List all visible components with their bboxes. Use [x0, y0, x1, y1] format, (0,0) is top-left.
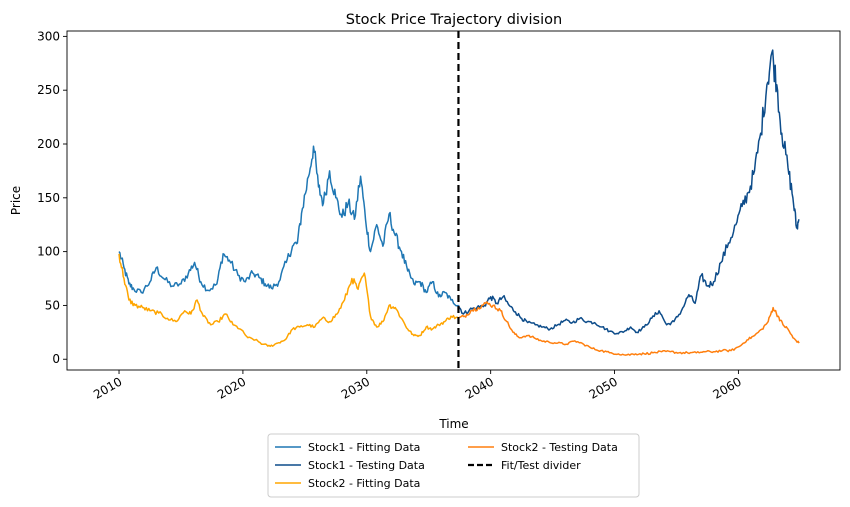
y-tick-label: 200 [37, 137, 60, 151]
plot-frame [66, 30, 841, 371]
y-axis-label: Price [9, 186, 23, 215]
series-line-3 [118, 253, 459, 348]
legend-label: Stock1 - Fitting Data [308, 441, 420, 454]
series-line-4 [457, 301, 800, 356]
x-tick-label: 2020 [215, 374, 248, 401]
y-tick-label: 0 [52, 352, 60, 366]
y-tick-label: 100 [37, 245, 60, 259]
legend: Stock1 - Fitting Data Stock1 - Testing Da… [267, 433, 640, 498]
series-line-2 [457, 49, 800, 335]
legend-label: Stock1 - Testing Data [308, 459, 425, 472]
y-tick-label: 250 [37, 83, 60, 97]
y-axis: 0 50 100 150 200 250 300 [37, 29, 67, 366]
chart-title: Stock Price Trajectory division [346, 12, 562, 28]
x-tick-label: 2030 [339, 374, 372, 401]
legend-box [267, 433, 640, 498]
legend-label: Stock2 - Fitting Data [308, 477, 420, 490]
x-tick-label: 2050 [587, 374, 620, 401]
x-axis: 2010 2020 2030 2040 2050 2060 [91, 370, 744, 402]
y-tick-label: 50 [45, 298, 60, 312]
x-tick-label: 2060 [710, 374, 743, 401]
legend-label: Fit/Test divider [501, 459, 581, 472]
x-tick-label: 2010 [91, 374, 124, 401]
legend-label: Stock2 - Testing Data [501, 441, 618, 454]
y-tick-label: 300 [37, 29, 60, 43]
plot-area [66, 30, 841, 371]
x-axis-label: Time [438, 417, 468, 431]
series-line-1 [118, 145, 459, 307]
x-tick-label: 2040 [463, 374, 496, 401]
y-tick-label: 150 [37, 191, 60, 205]
